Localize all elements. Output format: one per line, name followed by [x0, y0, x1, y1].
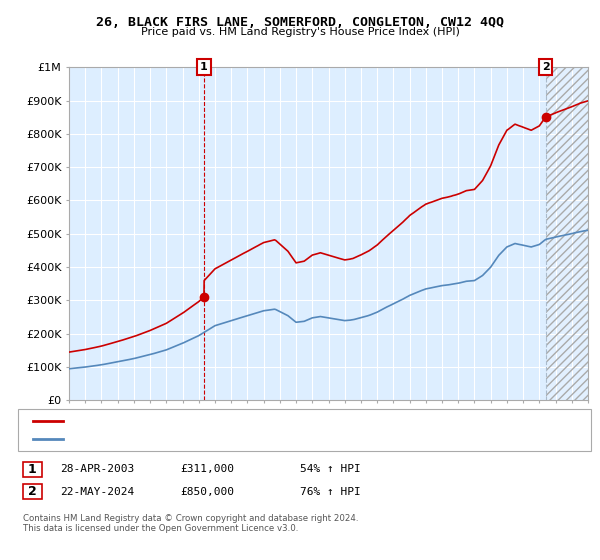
Text: 76% ↑ HPI: 76% ↑ HPI	[300, 487, 361, 497]
Text: 1: 1	[28, 463, 37, 476]
Text: 1: 1	[200, 62, 208, 72]
Text: Price paid vs. HM Land Registry's House Price Index (HPI): Price paid vs. HM Land Registry's House …	[140, 27, 460, 37]
Bar	[545, 67, 588, 400]
Text: 26, BLACK FIRS LANE, SOMERFORD, CONGLETON, CW12 4QQ: 26, BLACK FIRS LANE, SOMERFORD, CONGLETO…	[96, 16, 504, 29]
Text: £311,000: £311,000	[180, 464, 234, 474]
Text: 28-APR-2003: 28-APR-2003	[60, 464, 134, 474]
Text: 26, BLACK FIRS LANE, SOMERFORD, CONGLETON, CW12 4QQ (detached house): 26, BLACK FIRS LANE, SOMERFORD, CONGLETO…	[69, 416, 466, 426]
Text: 22-MAY-2024: 22-MAY-2024	[60, 487, 134, 497]
Text: HPI: Average price, detached house, Cheshire East: HPI: Average price, detached house, Ches…	[69, 434, 322, 444]
Text: 2: 2	[542, 62, 550, 72]
Text: £850,000: £850,000	[180, 487, 234, 497]
Bar	[545, 67, 588, 400]
Text: 54% ↑ HPI: 54% ↑ HPI	[300, 464, 361, 474]
Text: Contains HM Land Registry data © Crown copyright and database right 2024.
This d: Contains HM Land Registry data © Crown c…	[23, 514, 358, 534]
Text: 2: 2	[28, 485, 37, 498]
